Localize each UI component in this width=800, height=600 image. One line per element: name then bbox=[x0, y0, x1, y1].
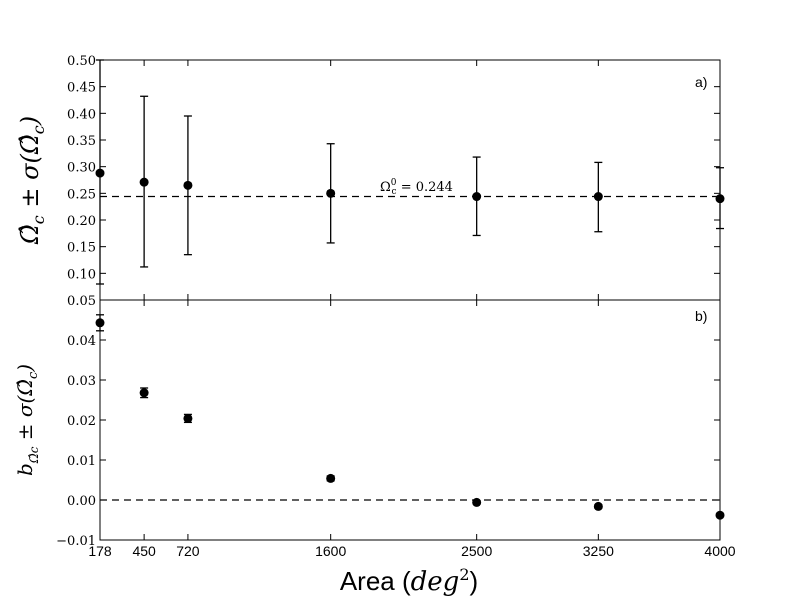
x-tick-label: 4000 bbox=[704, 543, 735, 559]
y-tick-label: 0.05 bbox=[67, 294, 96, 309]
y-axis-title-b: bΩ̂c ± σ(Ω̂c) bbox=[13, 364, 41, 476]
panel-a-label: a) bbox=[695, 74, 707, 90]
x-tick-label: 2500 bbox=[461, 543, 492, 559]
y-tick-label: 0.04 bbox=[67, 334, 96, 349]
panel-b-marks: −0.01 0.00 0.01 0.02 0.03 0.04 bbox=[56, 314, 725, 549]
data-point bbox=[593, 192, 603, 202]
data-point bbox=[326, 473, 336, 483]
y-tick-label: 0.00 bbox=[67, 494, 96, 509]
data-point bbox=[95, 168, 105, 178]
data-point bbox=[95, 318, 105, 328]
panel-b-label: b) bbox=[695, 308, 707, 324]
y-tick-label: 0.03 bbox=[67, 374, 96, 389]
y-tick-label: 0.10 bbox=[67, 267, 96, 282]
y-axis-title-a: Ω̂c ± σ(Ω̂c) bbox=[16, 116, 48, 245]
x-tick-label: 178 bbox=[88, 543, 112, 559]
x-axis-title: Area (deg2) bbox=[340, 565, 478, 597]
data-point bbox=[715, 510, 725, 520]
panel-b-frame bbox=[99, 299, 721, 541]
y-tick-label: 0.20 bbox=[67, 214, 96, 229]
y-tick-label: 0.40 bbox=[67, 107, 96, 122]
data-point bbox=[183, 180, 193, 190]
y-tick-label: 0.02 bbox=[67, 414, 96, 429]
y-tick-label: 0.01 bbox=[67, 454, 96, 469]
y-tick-label: 0.15 bbox=[67, 241, 96, 256]
x-tick-label: 3250 bbox=[583, 543, 614, 559]
data-point bbox=[139, 388, 149, 398]
data-point bbox=[139, 177, 149, 187]
y-tick-label: 0.50 bbox=[67, 54, 96, 69]
data-point bbox=[472, 192, 482, 202]
data-point bbox=[183, 413, 193, 423]
data-point bbox=[472, 497, 482, 507]
y-tick-label: 0.45 bbox=[67, 81, 96, 96]
reference-line-annotation: Ω0 c = 0.244 bbox=[380, 178, 453, 197]
x-tick-label: 1600 bbox=[315, 543, 346, 559]
x-tick-label: 450 bbox=[132, 543, 156, 559]
y-tick-label: 0.25 bbox=[67, 187, 96, 202]
data-point bbox=[715, 194, 725, 204]
y-tick-label: −0.01 bbox=[56, 534, 96, 549]
data-point bbox=[593, 501, 603, 511]
data-point bbox=[326, 188, 336, 198]
y-tick-label: 0.35 bbox=[67, 134, 96, 149]
panel-a-marks: 0.05 0.10 0.15 0.20 0.25 0.30 0.35 0.40 0.45 0.50 bbox=[67, 54, 725, 309]
x-axis-ticks: 178 450 720 1600 2500 3250 4000 bbox=[88, 60, 736, 559]
y-tick-label: 0.30 bbox=[67, 161, 96, 176]
x-tick-label: 720 bbox=[176, 543, 200, 559]
